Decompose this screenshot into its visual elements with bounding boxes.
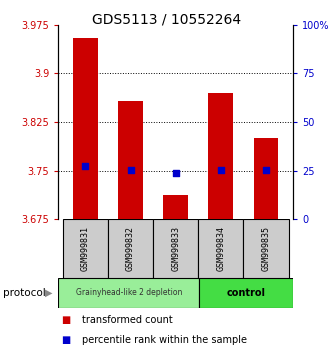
Bar — [63, 219, 108, 278]
Point — [218, 167, 223, 172]
Text: Grainyhead-like 2 depletion: Grainyhead-like 2 depletion — [76, 289, 182, 297]
Text: ▶: ▶ — [45, 288, 52, 298]
Bar — [208, 93, 233, 219]
Bar — [253, 138, 278, 219]
Text: protocol: protocol — [3, 288, 46, 298]
Text: transformed count: transformed count — [82, 315, 172, 325]
Point — [83, 163, 88, 169]
Text: percentile rank within the sample: percentile rank within the sample — [82, 335, 246, 345]
Bar — [118, 101, 143, 219]
Text: GSM999835: GSM999835 — [261, 226, 270, 271]
Bar — [198, 219, 243, 278]
Text: GSM999832: GSM999832 — [126, 226, 135, 271]
Text: GSM999833: GSM999833 — [171, 226, 180, 271]
Bar — [163, 195, 188, 219]
Text: ■: ■ — [62, 315, 71, 325]
Text: ■: ■ — [62, 335, 71, 345]
Point — [173, 171, 178, 176]
Bar — [243, 219, 288, 278]
Text: GSM999831: GSM999831 — [81, 226, 90, 271]
Bar — [153, 219, 198, 278]
Bar — [108, 219, 153, 278]
Point — [128, 167, 133, 172]
Point — [263, 167, 269, 172]
Text: GSM999834: GSM999834 — [216, 226, 225, 271]
Bar — [73, 38, 98, 219]
Bar — [58, 278, 199, 308]
Text: control: control — [226, 288, 266, 298]
Text: GDS5113 / 10552264: GDS5113 / 10552264 — [92, 12, 241, 27]
Bar — [199, 278, 293, 308]
